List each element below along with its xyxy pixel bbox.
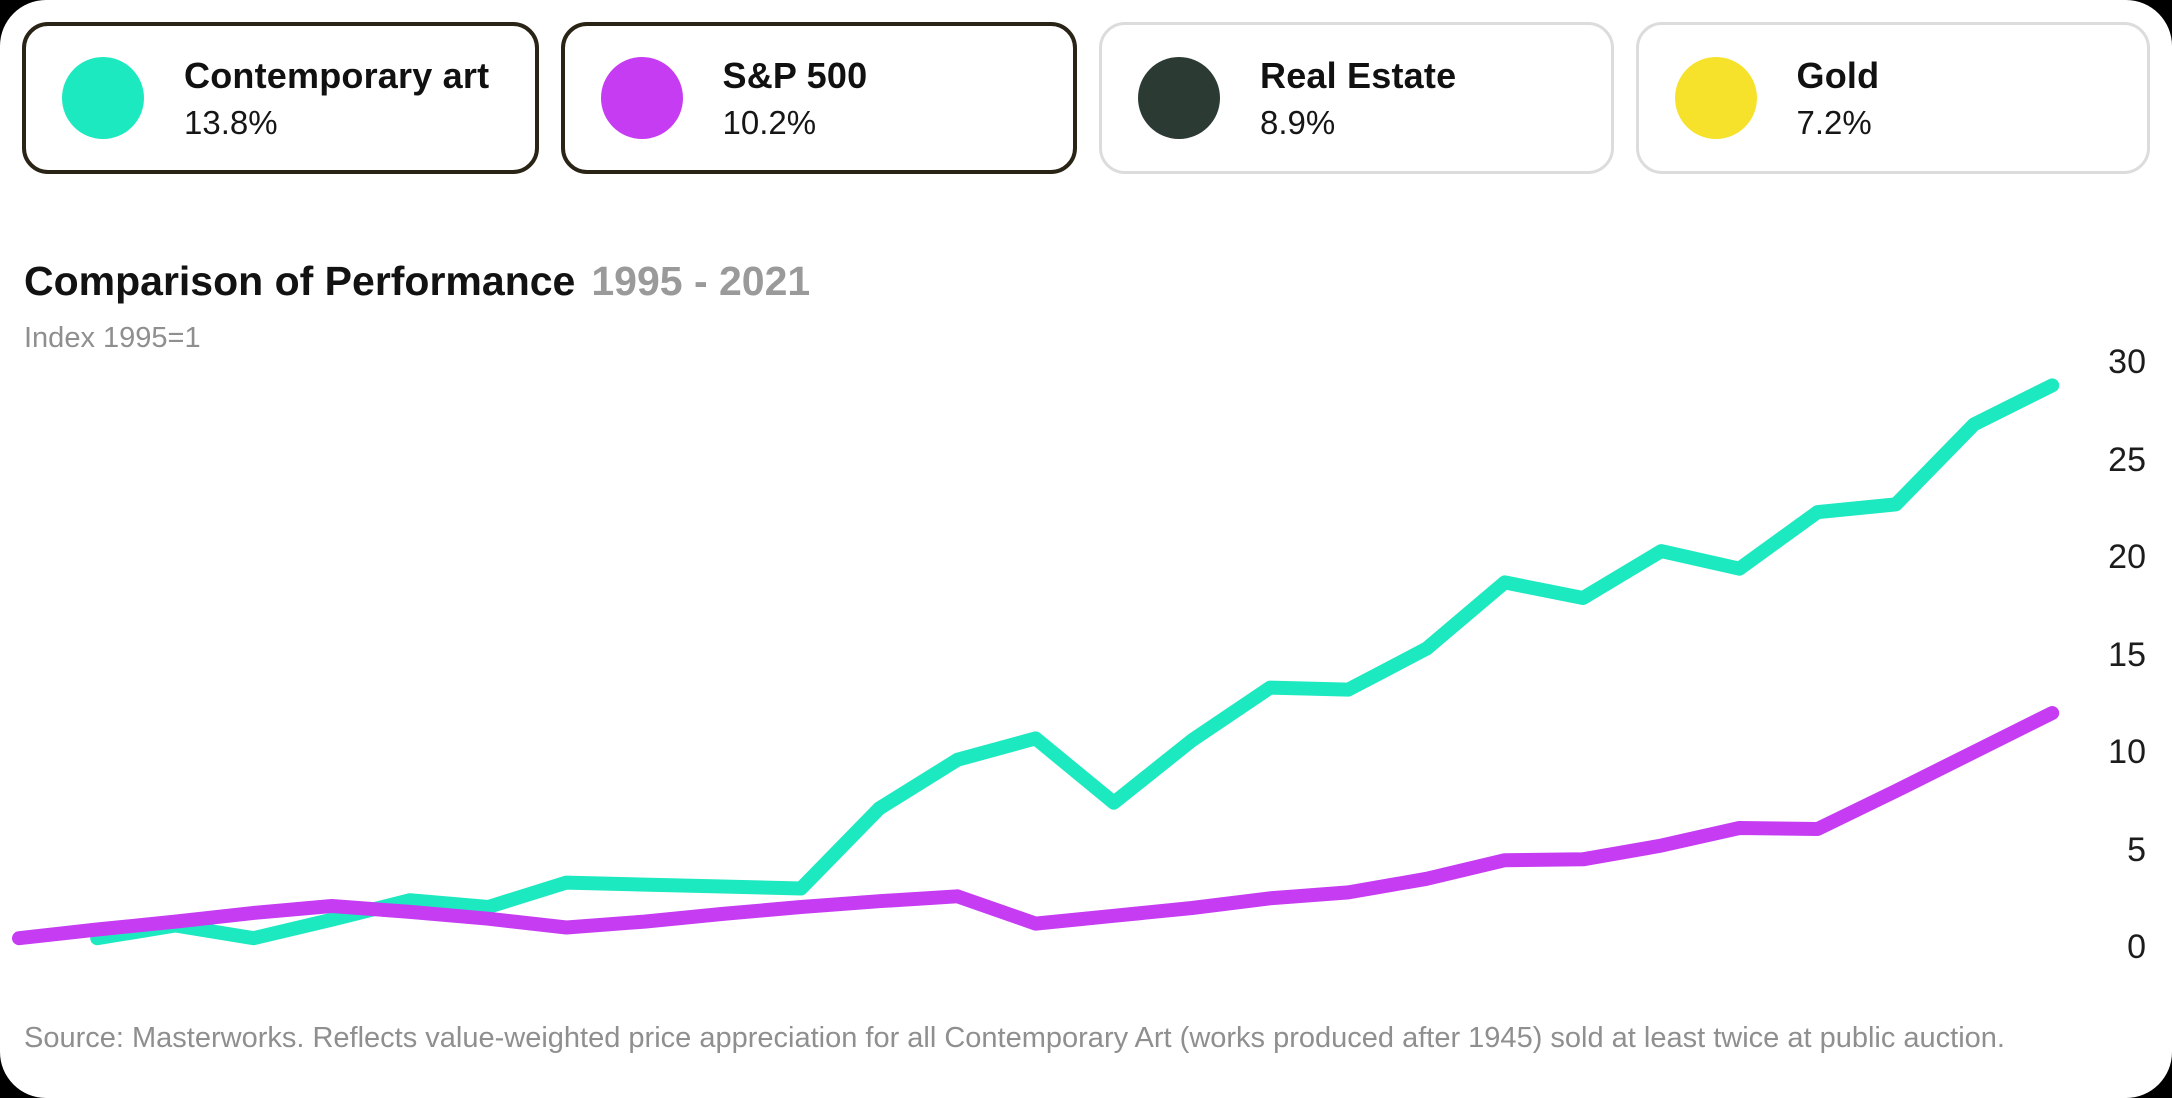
y-tick-label: 20 [2108, 538, 2146, 576]
legend-label: S&P 500 [722, 54, 868, 96]
y-tick-label: 30 [2108, 343, 2146, 381]
y-tick-label: 15 [2108, 635, 2146, 674]
sp500-color-dot [600, 57, 683, 139]
legend-card-contemporary-art[interactable]: Contemporary art 13.8% [22, 22, 539, 174]
legend-card-sp500[interactable]: S&P 500 10.2% [560, 22, 1077, 174]
legend-card-gold[interactable]: Gold 7.2% [1635, 22, 2150, 174]
index-note: Index 1995=1 [24, 322, 201, 354]
legend-return-value: 10.2% [722, 103, 817, 141]
y-tick-label: 5 [2127, 830, 2146, 869]
chart-title-period: 1995 - 2021 [591, 258, 811, 304]
y-tick-label: 25 [2108, 440, 2146, 479]
legend-card-real-estate[interactable]: Real Estate 8.9% [1099, 22, 1614, 174]
legend-label: Gold [1796, 54, 1880, 96]
real-estate-color-dot [1138, 57, 1220, 139]
legend: Contemporary art 13.8% S&P 500 10.2% Rea… [22, 22, 2150, 174]
contemporary-art-color-dot [62, 57, 144, 139]
series-line-contemporary-art [90, 378, 2060, 946]
legend-label: Real Estate [1260, 54, 1457, 96]
legend-return-value: 8.9% [1260, 103, 1336, 141]
series-line-s-p-500 [12, 706, 2060, 946]
legend-return-value: 7.2% [1796, 103, 1872, 141]
y-tick-label: 10 [2108, 733, 2146, 771]
legend-label: Contemporary art [184, 54, 490, 96]
gold-color-dot [1674, 57, 1757, 139]
y-tick-label: 0 [2127, 928, 2146, 966]
source-note: Source: Masterworks. Reflects value-weig… [24, 1022, 2005, 1054]
chart-title-text: Comparison of Performance [24, 258, 576, 304]
legend-return-value: 13.8% [184, 103, 278, 141]
chart-title: Comparison of Performance 1995 - 2021 [24, 258, 810, 305]
